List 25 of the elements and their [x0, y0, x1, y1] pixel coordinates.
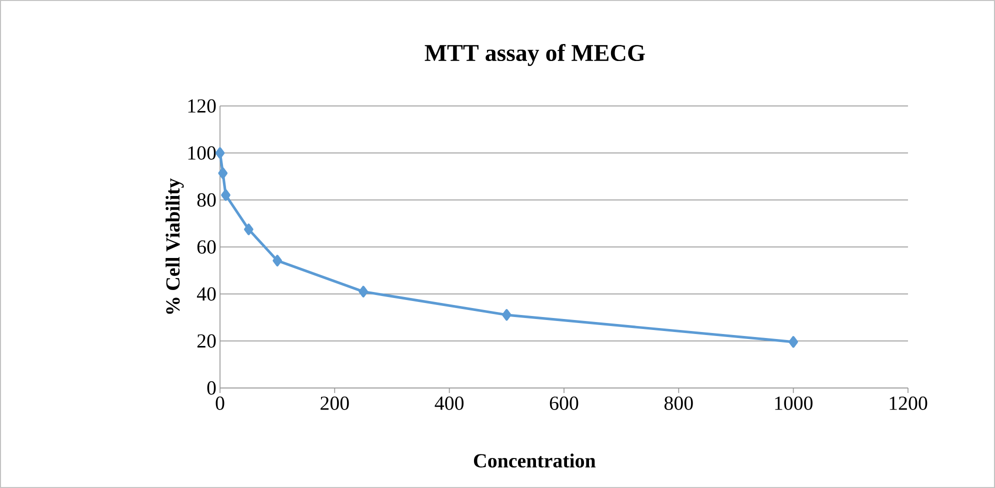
point	[788, 336, 798, 348]
x-tick-label: 1200	[890, 396, 928, 410]
point	[244, 224, 254, 236]
y-tick-label: 20	[197, 334, 216, 348]
point	[358, 286, 368, 298]
y-tick-label: 120	[188, 99, 216, 113]
x-tick-label: 400	[434, 396, 464, 410]
y-tick-label: 80	[197, 193, 216, 207]
x-tick-label: 0	[216, 396, 224, 410]
point	[218, 167, 228, 179]
point	[272, 254, 282, 266]
point	[502, 309, 512, 321]
x-tick-label: 1000	[775, 396, 813, 410]
y-tick-label: 100	[188, 146, 216, 160]
x-tick-label: 800	[664, 396, 693, 410]
chart-title: MTT assay of MECG	[424, 44, 645, 66]
y-tick-label: 60	[197, 240, 216, 254]
y-tick-label: 40	[196, 287, 216, 301]
y-axis-title: % Cell Viability	[166, 178, 184, 314]
x-axis-title: Concentration	[474, 454, 596, 468]
x-tick-label: 200	[320, 396, 349, 410]
x-tick-label: 600	[550, 396, 578, 410]
y-tick-label: 0	[207, 381, 216, 395]
point	[221, 189, 230, 201]
point	[215, 147, 225, 159]
